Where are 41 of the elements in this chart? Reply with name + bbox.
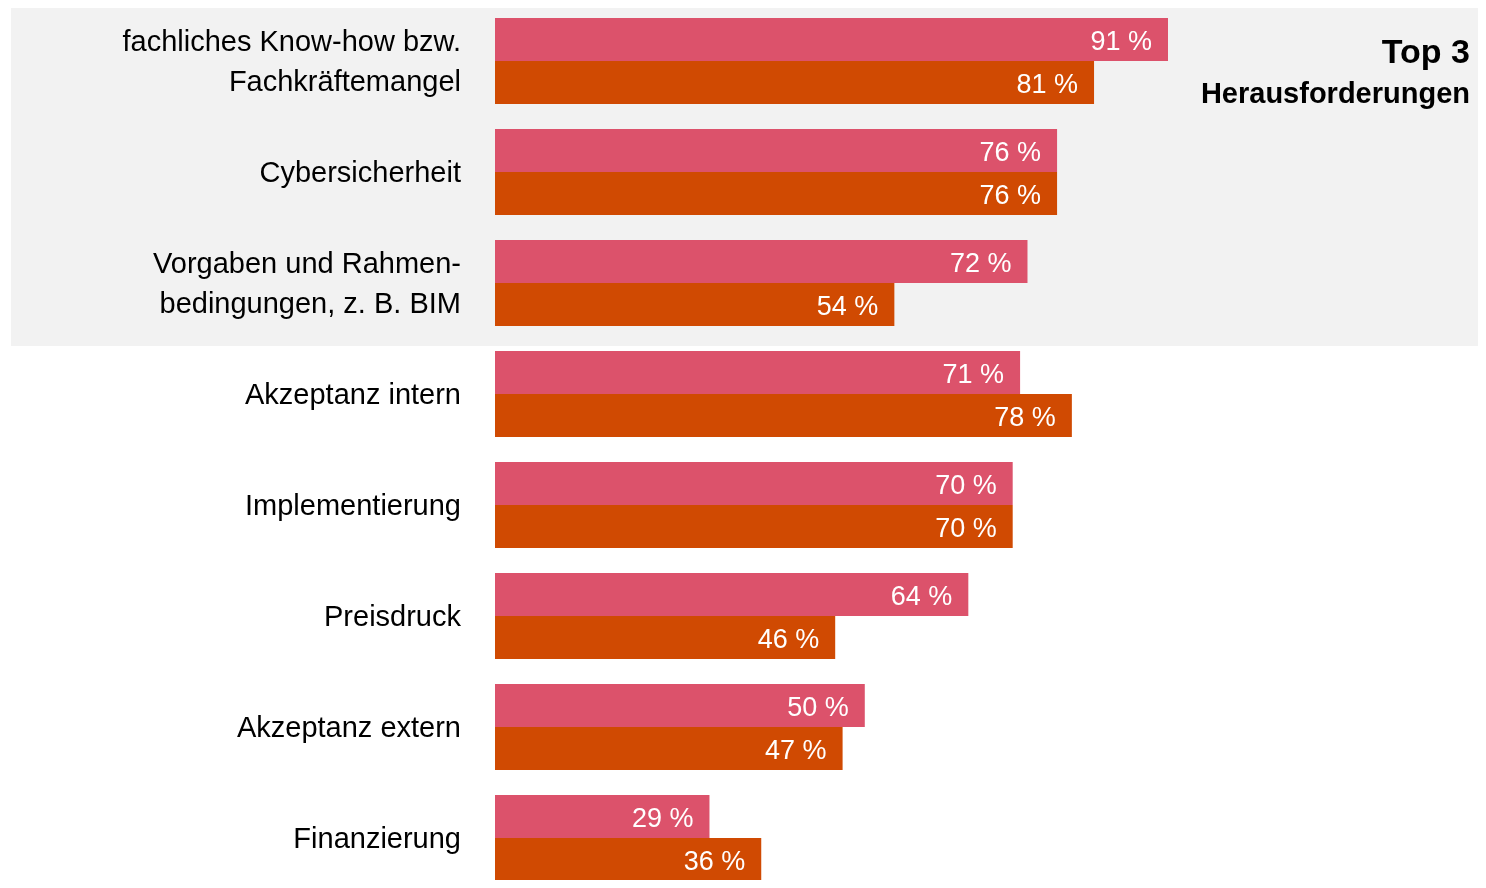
y-tick-label: Cybersicherheit: [259, 156, 461, 188]
data-label: 71 %: [942, 358, 1005, 389]
y-tick-label: Vorgaben und Rahmen- bedingungen, z. B. BIM: [153, 247, 461, 319]
y-tick-label: Akzeptanz extern: [236, 711, 461, 743]
y-tick-label: Preisdruck: [324, 600, 462, 632]
data-label: 81 %: [1016, 68, 1079, 99]
data-label: 76 %: [979, 179, 1042, 210]
bar: [495, 727, 843, 770]
data-label: 64 %: [890, 580, 953, 611]
bar: [495, 18, 1168, 61]
data-label: 76 %: [979, 136, 1042, 167]
data-label: 70 %: [935, 469, 997, 500]
bar: [495, 240, 1028, 283]
bar: [495, 505, 1013, 548]
y-tick-label: Finanzierung: [293, 822, 461, 854]
data-label: 50 %: [787, 691, 849, 722]
data-label: 29 %: [631, 802, 694, 833]
bar: [495, 283, 895, 326]
data-label: 47 %: [765, 734, 827, 765]
data-label: 46 %: [757, 623, 820, 654]
y-tick-label: Akzeptanz intern: [244, 378, 461, 410]
y-tick-label: fachliches Know-how bzw. Fachkräftemangel: [122, 25, 461, 97]
data-label: 54 %: [816, 290, 879, 321]
bar: [495, 573, 969, 616]
bar: [495, 616, 836, 659]
band-label: Top 3 Herausforderungen: [1200, 32, 1470, 109]
data-label: 78 %: [994, 401, 1056, 432]
data-label: 91 %: [1090, 25, 1152, 56]
bar: [495, 462, 1013, 505]
y-tick-label: Implementierung: [245, 489, 461, 521]
bar: [495, 684, 865, 727]
bar: [495, 394, 1072, 437]
bar: [495, 795, 710, 838]
bar: [495, 838, 762, 880]
data-label: 36 %: [683, 845, 746, 876]
bar: [495, 351, 1021, 394]
data-label: 72 %: [949, 247, 1012, 278]
data-label: 70 %: [935, 512, 997, 543]
bar: [495, 129, 1058, 172]
bar: [495, 61, 1095, 104]
bar: [495, 172, 1058, 215]
